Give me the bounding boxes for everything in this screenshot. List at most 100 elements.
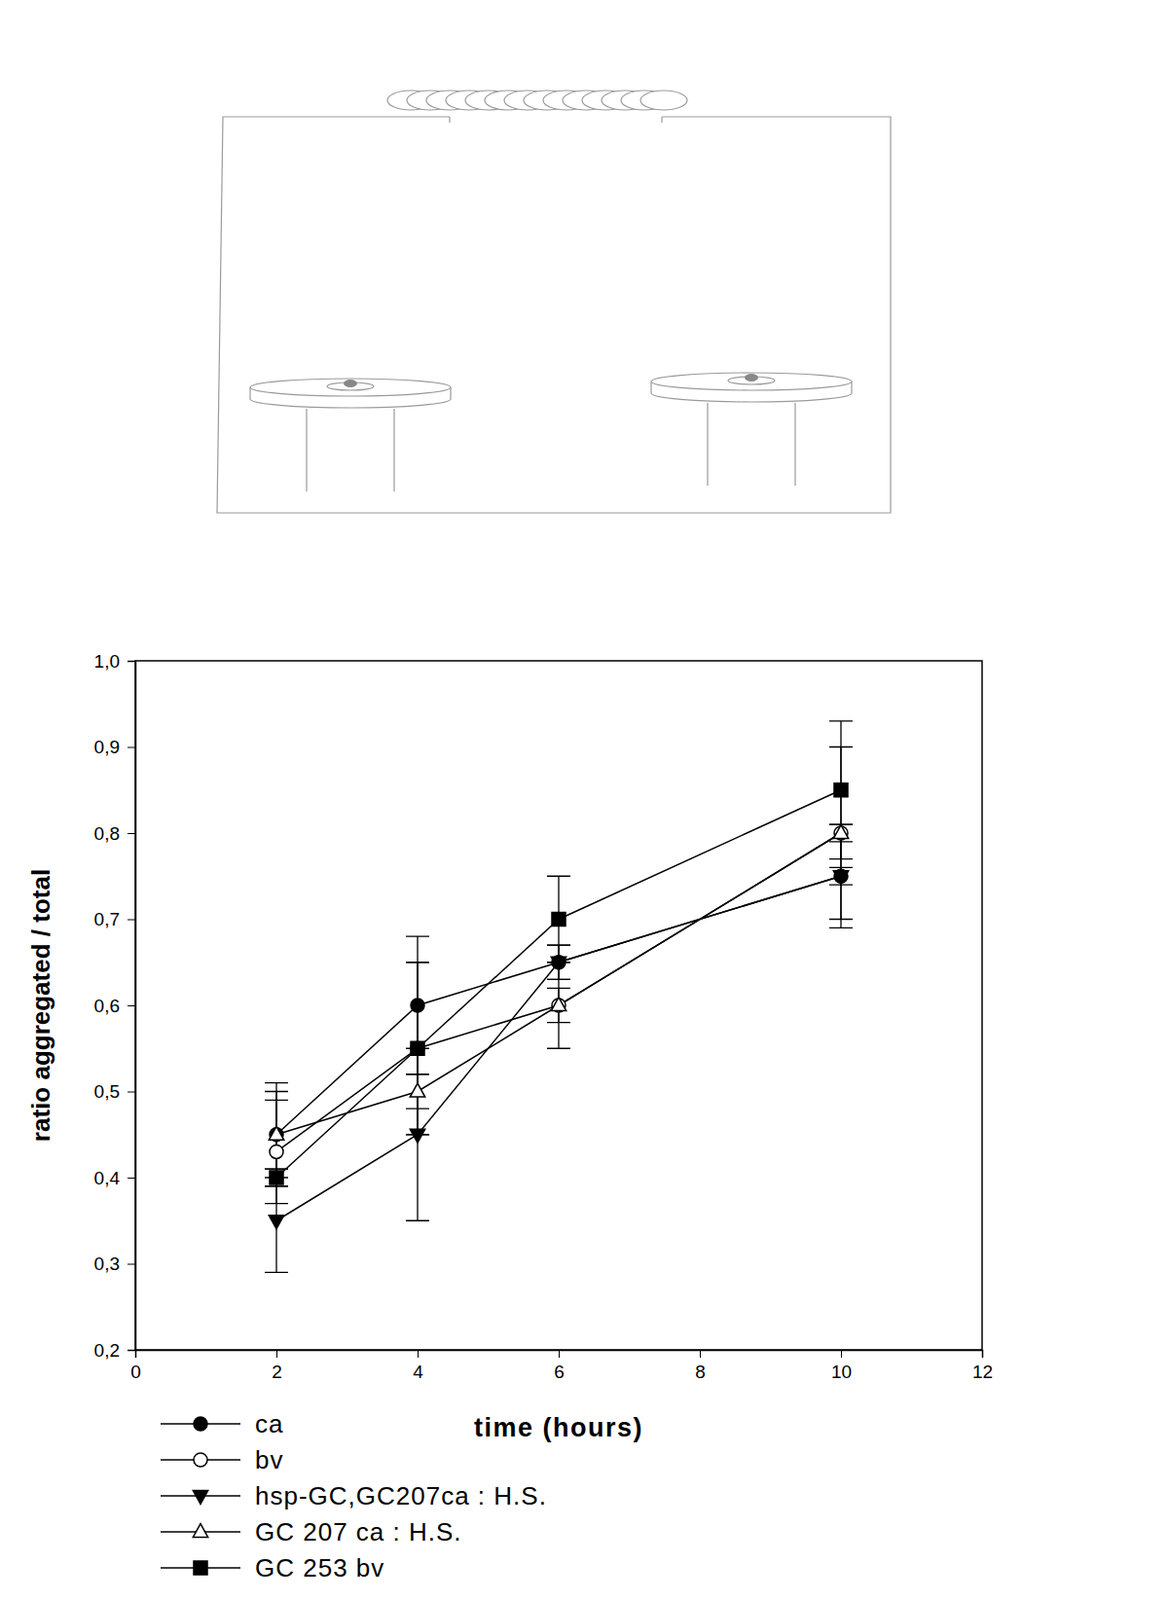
x-tick: 8 bbox=[694, 1350, 706, 1383]
x-tick-mark bbox=[699, 1350, 701, 1358]
data-point bbox=[550, 997, 566, 1012]
legend-item: GC 253 bv bbox=[160, 1553, 385, 1583]
platform bbox=[250, 378, 451, 492]
data-point bbox=[409, 1129, 425, 1143]
y-tick: 0,9 bbox=[94, 736, 136, 758]
y-tick-mark bbox=[127, 1005, 136, 1007]
chart-root: 0246810120,20,30,40,50,60,70,80,91,0rati… bbox=[0, 0, 1168, 1600]
legend-marker bbox=[193, 1417, 208, 1431]
data-point bbox=[269, 1144, 284, 1159]
y-tick: 0,7 bbox=[94, 909, 136, 930]
x-tick: 4 bbox=[412, 1350, 424, 1383]
y-tick-mark bbox=[127, 1092, 136, 1094]
y-tick: 1,0 bbox=[94, 651, 136, 672]
legend-label: bv bbox=[255, 1445, 284, 1475]
legend-label: hsp-GC,GC207ca : H.S. bbox=[255, 1481, 548, 1511]
error-bar bbox=[405, 962, 430, 1135]
x-tick-label: 8 bbox=[694, 1361, 706, 1383]
x-tick-mark bbox=[558, 1350, 560, 1358]
plot-frame bbox=[135, 660, 983, 1351]
y-tick: 0,3 bbox=[94, 1253, 136, 1275]
error-bar bbox=[547, 876, 571, 963]
y-tick-mark bbox=[127, 833, 136, 835]
error-bar bbox=[264, 1083, 289, 1187]
x-axis: 024681012 bbox=[130, 1350, 993, 1383]
y-tick-label: 1,0 bbox=[94, 651, 120, 672]
data-point bbox=[410, 1041, 425, 1056]
y-tick-mark bbox=[127, 660, 136, 662]
x-tick-label: 10 bbox=[831, 1361, 852, 1383]
y-tick: 0,5 bbox=[94, 1081, 136, 1102]
y-tick-mark bbox=[127, 919, 136, 921]
platform-top bbox=[250, 378, 451, 397]
legend-marker bbox=[192, 1490, 208, 1504]
y-tick: 0,6 bbox=[94, 995, 136, 1017]
plot-area bbox=[264, 721, 853, 1273]
legend-symbol bbox=[193, 1417, 208, 1431]
x-tick-label: 2 bbox=[271, 1361, 283, 1383]
marker-group bbox=[833, 825, 848, 840]
y-axis-line bbox=[127, 661, 137, 1351]
y-axis-title: ratio aggregated / total bbox=[26, 869, 56, 1142]
y-tick-mark bbox=[127, 1177, 136, 1179]
marker-group bbox=[410, 1041, 425, 1056]
series-line bbox=[276, 833, 841, 1135]
error-bar bbox=[829, 721, 853, 860]
data-point bbox=[268, 1215, 284, 1230]
data-point bbox=[551, 912, 566, 927]
legend-marker bbox=[193, 1453, 208, 1467]
marker-group bbox=[834, 783, 848, 798]
error-bar bbox=[264, 1168, 289, 1273]
y-tick-label: 0,9 bbox=[94, 736, 120, 758]
x-tick-mark bbox=[840, 1350, 842, 1358]
series-line bbox=[276, 790, 841, 1178]
data-point bbox=[409, 1083, 425, 1097]
legend-marker bbox=[193, 1561, 208, 1575]
y-tick: 0,8 bbox=[94, 823, 136, 844]
lid-edge bbox=[449, 116, 662, 123]
series-line bbox=[276, 876, 841, 1135]
y-tick-mark bbox=[127, 1350, 136, 1351]
legend-symbol bbox=[193, 1561, 208, 1575]
y-tick: 0,2 bbox=[94, 1340, 136, 1361]
x-tick: 0 bbox=[130, 1350, 142, 1383]
marker-group bbox=[410, 998, 425, 1013]
legend-item: hsp-GC,GC207ca : H.S. bbox=[160, 1481, 548, 1511]
legend-marker bbox=[192, 1524, 208, 1538]
y-tick-label: 0,6 bbox=[94, 995, 120, 1017]
platform bbox=[651, 372, 852, 486]
platform-leg bbox=[306, 408, 395, 492]
marker-group bbox=[269, 1144, 284, 1159]
legend-label: ca bbox=[255, 1409, 284, 1439]
error-bar bbox=[547, 962, 571, 1050]
y-tick-label: 0,2 bbox=[94, 1340, 120, 1361]
y-axis: 0,2 0,3 0,4 0,5 0,6 0,7 0,8 0,9 1,0 bbox=[94, 651, 137, 1361]
x-axis-line bbox=[136, 1350, 984, 1359]
sample bbox=[343, 379, 358, 388]
legend: ca bv hsp-GC,GC207ca : H.S. GC 207 ca : H.S… bbox=[160, 1409, 548, 1583]
error-bar bbox=[829, 867, 853, 885]
legend-label: GC 207 ca : H.S. bbox=[255, 1517, 463, 1547]
data-point bbox=[550, 956, 566, 971]
sample bbox=[744, 373, 759, 382]
x-tick: 6 bbox=[553, 1350, 565, 1383]
data-point bbox=[410, 998, 425, 1013]
x-tick-mark bbox=[982, 1350, 984, 1358]
series-line bbox=[276, 876, 841, 1221]
legend-label: GC 253 bv bbox=[255, 1553, 385, 1583]
data-point bbox=[269, 1170, 284, 1185]
box bbox=[217, 116, 891, 513]
marker-group bbox=[268, 1126, 284, 1140]
data-point bbox=[268, 1126, 284, 1140]
y-tick-label: 0,3 bbox=[94, 1253, 120, 1275]
x-tick-label: 0 bbox=[130, 1361, 142, 1383]
y-tick-label: 0,5 bbox=[94, 1081, 120, 1102]
error-bar bbox=[264, 1168, 289, 1187]
data-point bbox=[833, 825, 848, 840]
y-tick-mark bbox=[127, 747, 136, 749]
data-point bbox=[410, 1041, 425, 1056]
error-bar bbox=[829, 824, 853, 842]
marker-group bbox=[268, 1215, 284, 1230]
y-tick-label: 0,4 bbox=[94, 1168, 121, 1189]
marker-group bbox=[410, 1041, 425, 1056]
